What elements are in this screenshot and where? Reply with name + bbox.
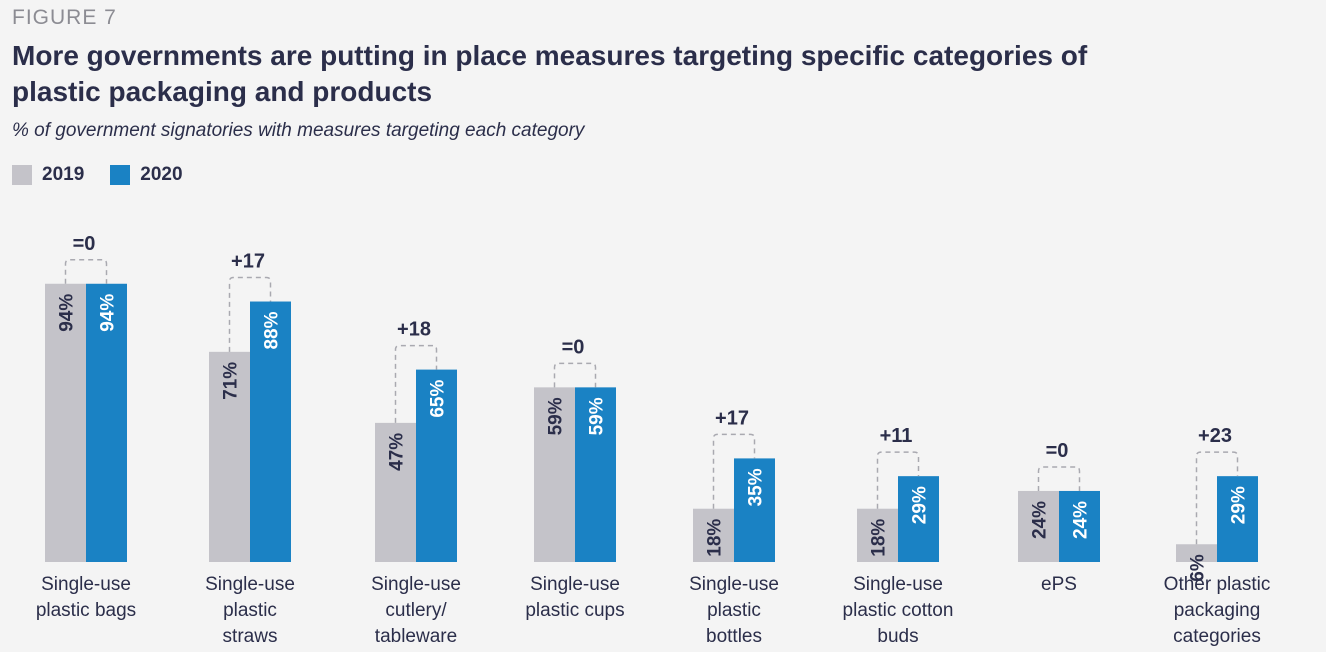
diff-label-6: =0 — [1046, 440, 1069, 462]
bar-2020-2 — [416, 369, 457, 562]
legend-swatch-2020 — [110, 165, 131, 185]
category-label-line: ePS — [1041, 574, 1077, 595]
value-label-2020-4: 35% — [746, 468, 767, 506]
bar-2019-7 — [1176, 544, 1217, 562]
bar-2020-3 — [575, 387, 616, 562]
value-label-2020-1: 88% — [262, 311, 283, 349]
value-label-2020-6: 24% — [1071, 501, 1092, 539]
diff-bracket-3 — [553, 362, 597, 388]
category-label-3: Single-use plastic cups — [525, 574, 624, 621]
category-label-line: bottles — [706, 626, 762, 647]
bar-2019-1 — [209, 351, 250, 562]
bar-2020-6 — [1059, 490, 1100, 562]
diff-bracket-2 — [394, 344, 438, 423]
category-label-line: plastic bags — [36, 600, 136, 621]
category-label-line: Single-use — [530, 574, 620, 595]
bar-2019-2 — [375, 422, 416, 562]
chart-title: More governments are putting in place me… — [12, 40, 1088, 107]
category-label-line: buds — [877, 626, 918, 647]
legend-label-2020: 2020 — [140, 164, 183, 185]
category-label-line: plastic — [707, 600, 761, 621]
legend-swatch-2019 — [12, 165, 32, 185]
value-label-2020-2: 65% — [428, 379, 449, 417]
bar-2019-3 — [534, 387, 575, 562]
value-label-2020-5: 29% — [910, 486, 931, 524]
category-label-line: plastic — [223, 600, 277, 621]
category-label-line: plastic cups — [525, 600, 624, 621]
value-label-2019-7: 6% — [1188, 554, 1209, 582]
diff-label-4: +17 — [715, 407, 749, 429]
diff-label-5: +11 — [880, 425, 913, 447]
value-label-2019-5: 18% — [869, 519, 890, 557]
category-label-2: Single-use cutlery/tableware — [371, 574, 461, 647]
category-label-line: packaging — [1174, 600, 1261, 621]
value-label-2019-2: 47% — [387, 433, 408, 471]
category-label-line: plastic cotton — [843, 600, 954, 621]
value-label-2020-0: 94% — [98, 294, 119, 332]
category-label-line: cutlery/ — [385, 600, 447, 621]
category-label-4: Single-use plastic bottles — [689, 574, 779, 647]
bar-2019-6 — [1018, 490, 1059, 562]
bar-2020-5 — [898, 476, 939, 562]
bar-2020-7 — [1217, 476, 1258, 562]
diff-bracket-7 — [1195, 451, 1239, 545]
category-label-line: Single-use — [41, 574, 131, 595]
category-label-line: Single-use — [371, 574, 461, 595]
bar-2020-4 — [734, 458, 775, 562]
value-label-2019-0: 94% — [57, 294, 78, 332]
value-label-2019-1: 71% — [221, 362, 242, 400]
legend-item-2019: 2019 — [12, 164, 84, 186]
value-label-2020-7: 29% — [1229, 486, 1250, 524]
category-label-5: Single-use plastic cotton buds — [843, 574, 954, 647]
figure-label: FIGURE 7 — [12, 6, 117, 29]
bar-2020-0 — [86, 283, 127, 562]
category-label-line: straws — [223, 626, 278, 647]
diff-label-1: +17 — [231, 251, 265, 273]
legend-label-2019: 2019 — [42, 164, 85, 185]
bar-2019-4 — [693, 508, 734, 562]
bar-2019-0 — [45, 283, 86, 562]
value-label-2019-6: 24% — [1030, 501, 1051, 539]
category-label-line: tableware — [375, 626, 457, 647]
diff-label-3: =0 — [562, 336, 585, 358]
chart-subtitle: % of government signatories with measure… — [12, 120, 585, 141]
legend-item-2020: 2020 — [110, 164, 183, 186]
chart-legend: 2019 2020 — [12, 164, 183, 186]
value-label-2019-4: 18% — [705, 519, 726, 557]
diff-label-2: +18 — [397, 319, 431, 341]
value-label-2020-3: 59% — [587, 397, 608, 435]
category-label-line: Single-use — [689, 574, 779, 595]
category-label-7: Other plastic packaging categories — [1164, 574, 1271, 647]
category-label-1: Single-use plastic straws — [205, 574, 295, 647]
diff-bracket-4 — [712, 433, 756, 509]
category-label-line: Single-use — [205, 574, 295, 595]
value-label-2019-3: 59% — [546, 397, 567, 435]
diff-bracket-1 — [228, 276, 272, 352]
bar-2020-1 — [250, 301, 291, 562]
diff-bracket-5 — [876, 451, 920, 509]
category-label-0: Single-use plastic bags — [36, 574, 136, 621]
category-label-line: categories — [1173, 626, 1261, 647]
diff-label-0: =0 — [73, 233, 96, 255]
diff-bracket-6 — [1037, 466, 1081, 491]
category-label-line: Single-use — [853, 574, 943, 595]
diff-bracket-0 — [64, 259, 108, 284]
diff-label-7: +23 — [1198, 425, 1232, 447]
bar-2019-5 — [857, 508, 898, 562]
category-label-6: ePS — [1041, 574, 1077, 595]
category-label-line: Other plastic — [1164, 574, 1271, 595]
